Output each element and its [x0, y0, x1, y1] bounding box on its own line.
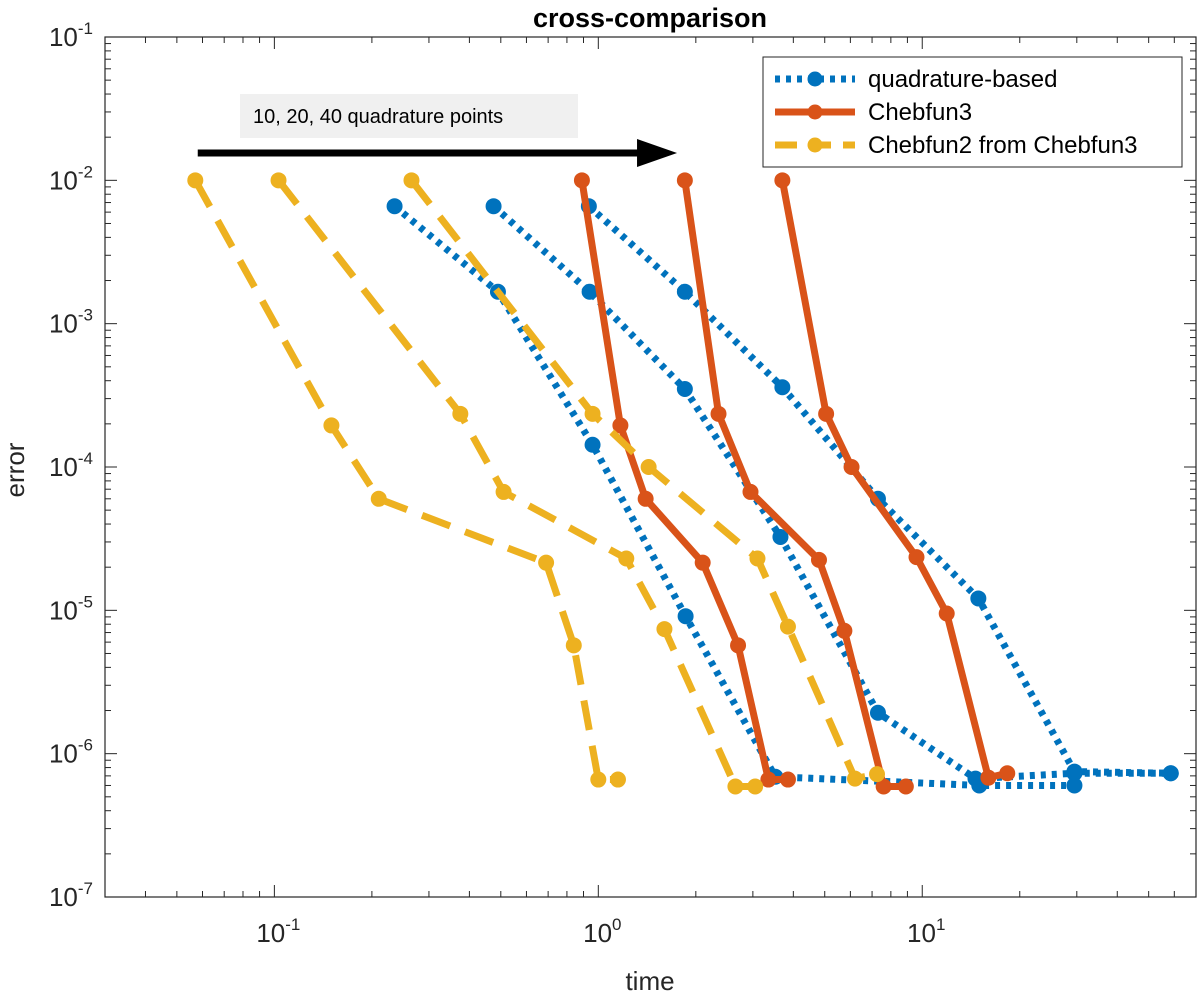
data-point	[403, 172, 420, 189]
legend-swatch-marker	[807, 104, 823, 120]
legend-entry: Chebfun3	[775, 99, 972, 126]
chart-title: cross-comparison	[533, 3, 767, 33]
data-point	[370, 490, 387, 507]
legend-label: Chebfun3	[868, 99, 972, 126]
annotation-box	[240, 94, 578, 138]
data-point	[565, 637, 582, 654]
data-point	[897, 778, 914, 795]
data-point	[742, 483, 759, 500]
legend: quadrature-based Chebfun3 Chebfun2 from Ch…	[762, 56, 1183, 168]
series-quadrature-based-1	[485, 198, 1179, 787]
data-point	[980, 769, 997, 786]
data-point	[485, 198, 502, 215]
data-point	[694, 554, 711, 571]
legend-swatch-marker	[807, 137, 823, 153]
data-point	[656, 621, 673, 638]
x-axis-label: time	[625, 966, 674, 996]
legend-swatch-marker	[807, 71, 823, 87]
series-chebfun2-from-chebfun3-7	[270, 172, 764, 795]
data-point	[573, 172, 590, 189]
data-point	[772, 528, 789, 545]
data-point	[640, 459, 657, 475]
data-point	[810, 551, 827, 568]
data-point	[637, 490, 654, 507]
data-point	[386, 198, 403, 215]
data-point	[779, 771, 796, 788]
data-point	[869, 766, 886, 783]
y-tick-label: 10-1	[49, 19, 93, 52]
x-tick-label: 10-1	[256, 915, 300, 948]
series-chebfun3-4	[676, 172, 914, 795]
annotation: 10, 20, 40 quadrature points	[197, 94, 678, 168]
legend-entry: Chebfun2 from Chebfun3	[775, 132, 1138, 159]
data-point	[495, 483, 512, 500]
data-point	[609, 771, 626, 788]
data-point	[584, 405, 601, 422]
data-point	[774, 379, 791, 396]
data-point	[747, 778, 764, 795]
annotation-text: 10, 20, 40 quadrature points	[253, 106, 503, 128]
data-point	[869, 704, 886, 721]
y-tick-label: 10-4	[49, 449, 93, 482]
data-point	[760, 771, 777, 788]
data-point	[452, 405, 469, 422]
data-point	[323, 417, 340, 434]
data-point	[590, 771, 607, 788]
x-tick-label: 101	[907, 915, 945, 948]
data-point	[677, 608, 694, 625]
data-point	[779, 618, 796, 635]
data-point	[618, 550, 635, 567]
y-tick-label: 10-3	[49, 306, 93, 339]
data-point	[710, 405, 727, 422]
data-point	[843, 459, 860, 475]
data-point	[270, 172, 287, 189]
y-tick-label: 10-6	[49, 736, 93, 769]
data-point	[999, 765, 1016, 782]
data-point	[676, 381, 693, 398]
y-axis-label: error	[0, 442, 30, 497]
data-point	[676, 172, 693, 189]
data-point	[836, 622, 853, 639]
legend-entry: quadrature-based	[775, 66, 1057, 93]
data-point	[846, 770, 863, 787]
legend-box	[762, 56, 1183, 168]
data-point	[730, 637, 747, 654]
series-chebfun3-5	[774, 172, 1016, 786]
x-tick-label: 100	[583, 915, 621, 948]
legend-label: quadrature-based	[868, 66, 1057, 93]
data-point	[875, 778, 892, 795]
series-chebfun2-from-chebfun3-6	[187, 172, 626, 788]
data-point	[727, 778, 744, 795]
series-chebfun3-3	[573, 172, 796, 788]
data-point	[581, 283, 598, 300]
annotation-arrow-head	[637, 139, 678, 168]
data-point	[1162, 765, 1179, 782]
data-point	[970, 590, 987, 607]
data-point	[818, 405, 835, 422]
data-point	[538, 554, 555, 571]
series-line	[491, 203, 1171, 783]
y-tick-label: 10-5	[49, 592, 93, 625]
y-tick-label: 10-2	[49, 162, 93, 195]
axes: 10-1 100 101 10-7 10-6 10-5 10-4 10-3 10-2 10-1	[49, 19, 1197, 948]
series-layer	[187, 172, 1179, 795]
data-point	[1066, 763, 1083, 780]
data-point	[908, 549, 925, 566]
series-chebfun2-from-chebfun3-8	[403, 172, 886, 787]
data-point	[749, 550, 766, 567]
data-point	[187, 172, 204, 189]
data-point	[612, 417, 629, 434]
legend-label: Chebfun2 from Chebfun3	[868, 132, 1138, 159]
data-point	[938, 605, 955, 622]
data-point	[584, 436, 601, 453]
y-tick-label: 10-7	[49, 879, 93, 912]
data-point	[774, 172, 791, 189]
data-point	[676, 283, 693, 300]
